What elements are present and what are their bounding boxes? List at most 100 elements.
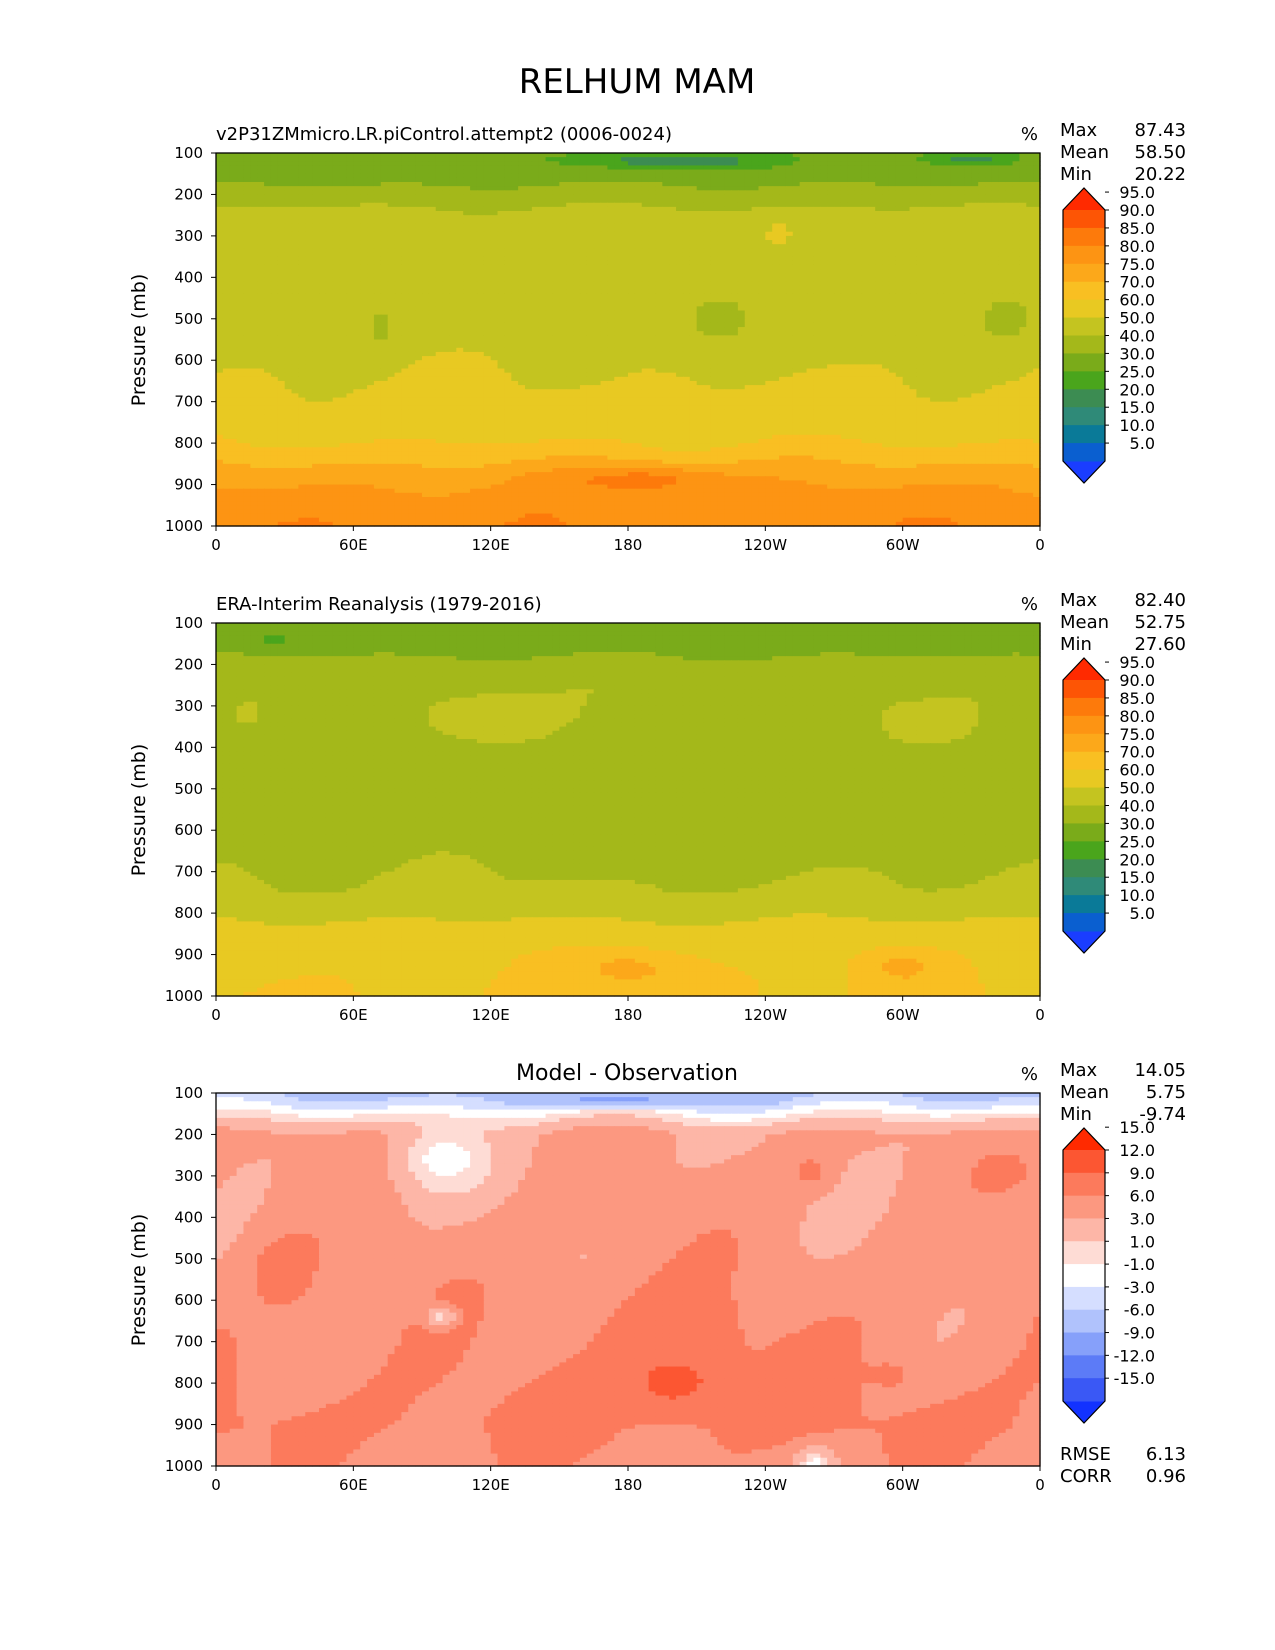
field-cell <box>958 269 965 274</box>
field-cell <box>889 228 896 233</box>
field-cell <box>978 157 985 162</box>
field-cell <box>250 277 257 282</box>
field-cell <box>868 219 875 224</box>
field-cell <box>978 178 985 183</box>
field-cell <box>278 207 285 212</box>
field-cell <box>841 219 848 224</box>
field-cell <box>813 248 820 253</box>
field-cell <box>546 269 553 274</box>
field-cell <box>216 186 223 191</box>
field-cell <box>374 294 381 299</box>
field-cell <box>690 215 697 220</box>
field-cell <box>216 269 223 274</box>
field-cell <box>697 161 704 166</box>
field-cell <box>381 215 388 220</box>
field-cell <box>463 190 470 195</box>
field-cell <box>587 194 594 199</box>
field-cell <box>978 186 985 191</box>
field-cell <box>216 157 223 162</box>
field-cell <box>264 157 271 162</box>
field-cell <box>607 252 614 257</box>
field-cell <box>731 228 738 233</box>
field-cell <box>1019 190 1026 195</box>
field-cell <box>243 281 250 286</box>
field-cell <box>765 236 772 241</box>
field-cell <box>484 215 491 220</box>
field-cell <box>504 228 511 233</box>
field-cell <box>724 281 731 286</box>
field-cell <box>628 257 635 262</box>
field-cell <box>642 294 649 299</box>
field-cell <box>298 236 305 241</box>
field-cell <box>937 199 944 204</box>
field-cell <box>614 281 621 286</box>
field-cell <box>353 261 360 266</box>
field-cell <box>257 203 264 208</box>
field-cell <box>511 236 518 241</box>
field-cell <box>662 194 669 199</box>
field-cell <box>257 182 264 187</box>
field-cell <box>937 174 944 179</box>
field-cell <box>704 248 711 253</box>
field-cell <box>621 157 628 162</box>
field-cell <box>649 223 656 228</box>
field-cell <box>298 203 305 208</box>
field-cell <box>772 294 779 299</box>
field-cell <box>436 170 443 175</box>
field-cell <box>278 170 285 175</box>
field-cell <box>436 165 443 170</box>
field-cell <box>690 219 697 224</box>
field-cell <box>964 286 971 291</box>
field-cell <box>834 277 841 282</box>
field-cell <box>518 281 525 286</box>
field-cell <box>889 174 896 179</box>
field-cell <box>443 223 450 228</box>
field-cell <box>813 236 820 241</box>
field-cell <box>566 236 573 241</box>
field-cell <box>237 257 244 262</box>
field-cell <box>436 236 443 241</box>
field-cell <box>868 186 875 191</box>
figure-title: RELHUM MAM <box>519 62 756 102</box>
field-cell <box>333 257 340 262</box>
field-cell <box>889 182 896 187</box>
field-cell <box>999 219 1006 224</box>
field-cell <box>642 211 649 216</box>
field-cell <box>868 207 875 212</box>
field-cell <box>731 223 738 228</box>
field-cell <box>580 211 587 216</box>
field-cell <box>491 286 498 291</box>
field-cell <box>532 281 539 286</box>
field-cell <box>298 286 305 291</box>
field-cell <box>257 194 264 199</box>
field-cell <box>697 294 704 299</box>
field-cell <box>704 265 711 270</box>
field-cell <box>676 207 683 212</box>
field-cell <box>223 294 230 299</box>
field-cell <box>566 157 573 162</box>
field-cell <box>333 190 340 195</box>
field-cell <box>621 252 628 257</box>
field-cell <box>532 207 539 212</box>
field-cell <box>223 211 230 216</box>
field-cell <box>951 294 958 299</box>
field-cell <box>621 232 628 237</box>
field-cell <box>951 186 958 191</box>
field-cell <box>470 223 477 228</box>
field-cell <box>601 157 608 162</box>
field-cell <box>532 153 539 158</box>
field-cell <box>243 277 250 282</box>
field-cell <box>813 286 820 291</box>
field-cell <box>772 215 779 220</box>
field-cell <box>710 269 717 274</box>
field-cell <box>319 232 326 237</box>
field-cell <box>779 174 786 179</box>
field-cell <box>449 194 456 199</box>
field-cell <box>511 190 518 195</box>
field-cell <box>614 211 621 216</box>
field-cell <box>903 261 910 266</box>
field-cell <box>353 294 360 299</box>
field-cell <box>340 240 347 245</box>
field-cell <box>257 248 264 253</box>
field-cell <box>813 294 820 299</box>
